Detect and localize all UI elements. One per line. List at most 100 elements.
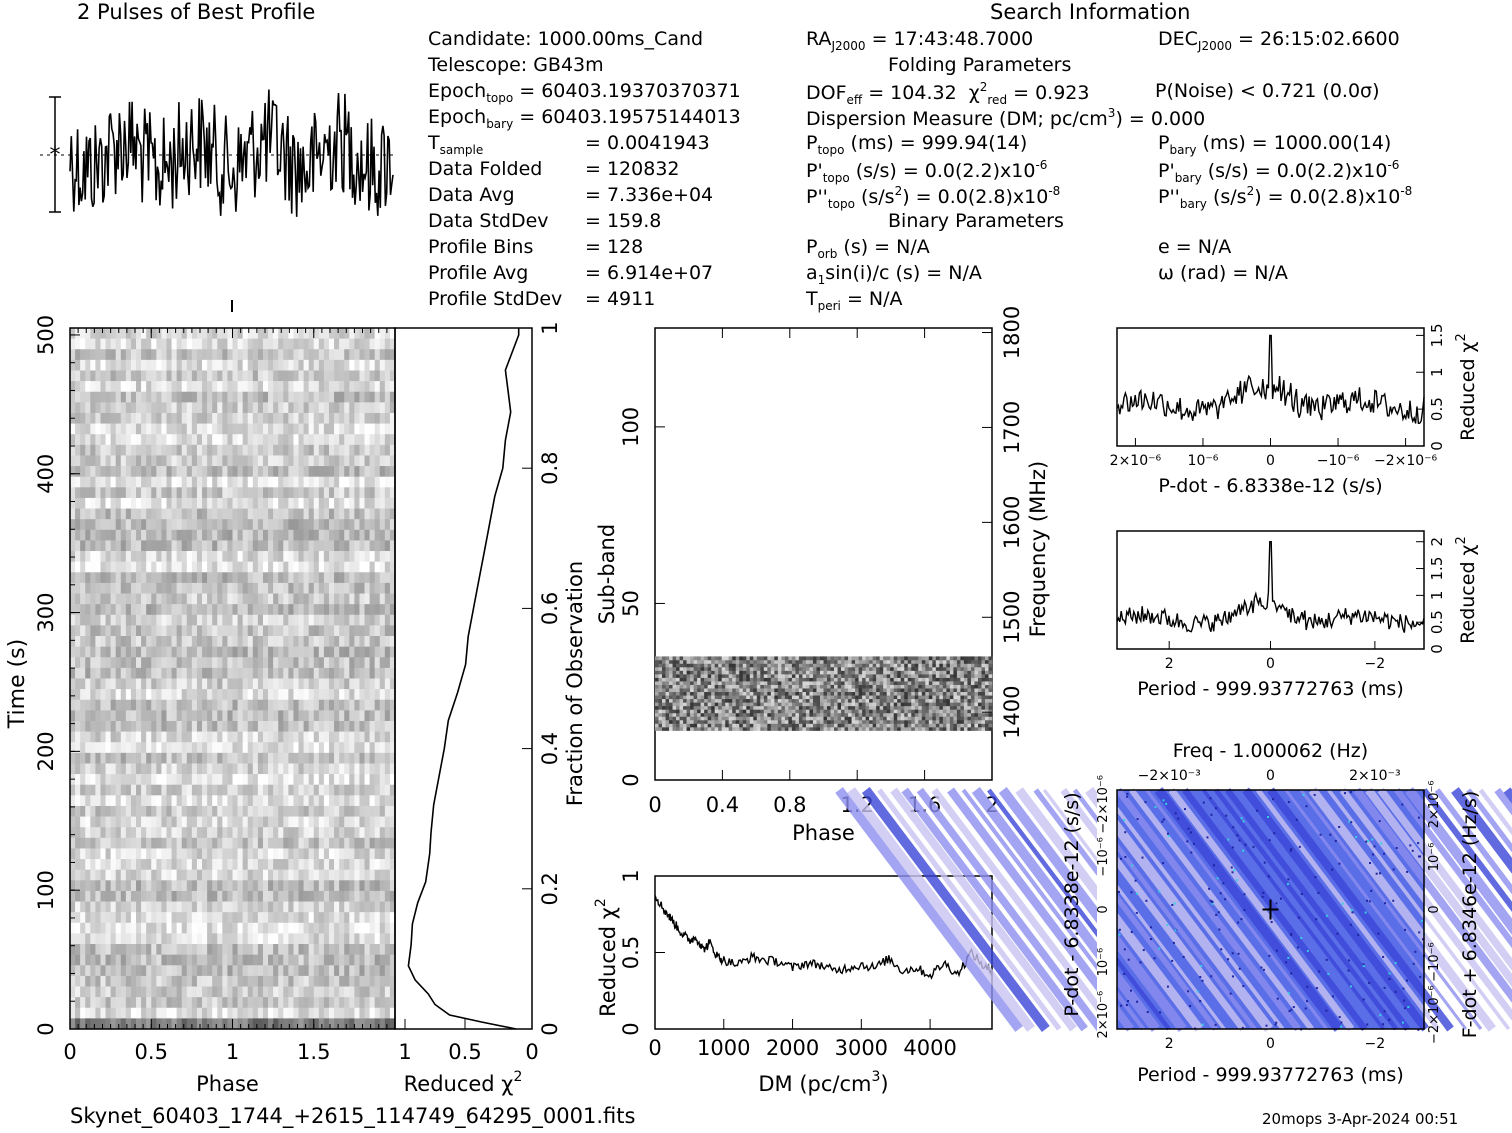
heatmap-cell xyxy=(70,519,76,531)
heatmap-cell xyxy=(293,965,299,977)
heatmap-cell xyxy=(237,636,243,647)
heatmap-cell xyxy=(95,890,101,902)
heatmap-cell xyxy=(262,975,269,987)
heatmap-cell xyxy=(125,922,132,934)
heatmap-cell xyxy=(323,359,330,371)
heatmap-cell xyxy=(110,837,117,849)
heatmap-cell xyxy=(344,848,350,860)
heatmap-cell xyxy=(354,720,360,732)
heatmap-cell xyxy=(166,487,172,499)
heatmap-cell xyxy=(339,689,345,701)
heatmap-cell xyxy=(237,646,243,658)
heatmap-cell xyxy=(171,731,177,743)
heatmap-cell xyxy=(75,954,81,966)
heatmap-cell xyxy=(288,837,294,849)
heatmap-cell xyxy=(257,986,264,998)
heatmap-cell xyxy=(890,727,895,731)
heatmap-cell xyxy=(303,667,309,679)
heatmap-cell xyxy=(278,423,284,435)
heatmap-cell xyxy=(323,710,330,722)
heatmap-cell xyxy=(379,551,386,562)
heatmap-cell xyxy=(181,986,188,998)
heatmap-cell xyxy=(389,710,396,722)
heatmap-cell xyxy=(75,795,81,807)
heatmap-cell xyxy=(130,529,137,541)
heatmap-cell xyxy=(303,572,309,584)
heatmap-cell xyxy=(257,540,264,552)
heatmap-cell xyxy=(369,827,375,839)
heatmap-cell xyxy=(303,848,309,860)
heatmap-cell xyxy=(136,593,142,605)
heatmap-cell xyxy=(207,667,213,679)
heatmap-cell xyxy=(283,359,289,371)
heatmap-cell xyxy=(303,720,309,732)
heatmap-cell xyxy=(770,723,775,728)
heatmap-cell xyxy=(384,997,391,1009)
heatmap-cell xyxy=(869,723,873,728)
heatmap-cell xyxy=(359,328,365,339)
heatmap-cell xyxy=(283,869,289,881)
heatmap-cell xyxy=(171,519,177,531)
heatmap-cell xyxy=(166,359,172,371)
heatmap-cell xyxy=(273,827,279,839)
heatmap-cell xyxy=(252,359,259,371)
heatmap-cell xyxy=(90,710,96,722)
heatmap-cell xyxy=(278,551,284,562)
heatmap-cell xyxy=(658,709,663,714)
heatmap-cell xyxy=(288,625,294,637)
heatmap-cell xyxy=(303,752,309,764)
heatmap-cell xyxy=(384,901,391,913)
heatmap-cell xyxy=(970,712,975,717)
heatmap-cell xyxy=(212,731,218,743)
heatmap-cell xyxy=(967,727,972,731)
heatmap-cell xyxy=(364,508,370,520)
heatmap-cell xyxy=(313,975,320,987)
heatmap-cell xyxy=(90,657,96,669)
heatmap-cell xyxy=(354,859,360,870)
heatmap-cell xyxy=(683,709,687,714)
heatmap-cell xyxy=(222,816,228,828)
heatmap-cell xyxy=(879,727,884,731)
heatmap-cell xyxy=(293,412,299,424)
heatmap-cell xyxy=(767,723,772,728)
heatmap-cell xyxy=(268,604,274,616)
heatmap-cell xyxy=(823,716,828,721)
heatmap-cell xyxy=(161,582,167,594)
heatmap-cell xyxy=(166,837,172,849)
heatmap-cell xyxy=(354,455,360,467)
heatmap-cell xyxy=(732,716,737,721)
heatmap-cell xyxy=(308,922,315,934)
heatmap-cell xyxy=(156,497,162,509)
heatmap-cell xyxy=(273,795,279,807)
heatmap-cell xyxy=(273,720,279,732)
heatmap-cell xyxy=(308,795,315,807)
heatmap-cell xyxy=(70,614,76,626)
heatmap-cell xyxy=(171,561,177,573)
heatmap-cell xyxy=(95,338,101,350)
heatmap-cell xyxy=(308,572,315,584)
heatmap-cell xyxy=(257,572,264,584)
heatmap-cell xyxy=(935,723,940,728)
heatmap-cell xyxy=(181,487,188,499)
heatmap-cell xyxy=(70,625,76,637)
heatmap-cell xyxy=(217,508,223,520)
heatmap-cell xyxy=(349,572,355,584)
heatmap-cell xyxy=(273,561,279,573)
heatmap-cell xyxy=(242,657,249,669)
heatmap-cell xyxy=(110,412,117,424)
heatmap-cell xyxy=(196,604,203,616)
heatmap-cell xyxy=(323,986,330,998)
heatmap-cell xyxy=(80,710,86,722)
heatmap-cell xyxy=(90,869,96,881)
heatmap-cell xyxy=(80,922,86,934)
heatmap-cell xyxy=(389,912,396,924)
heatmap-cell xyxy=(100,667,106,679)
heatmap-cell xyxy=(288,678,294,690)
heatmap-cell xyxy=(95,795,101,807)
heatmap-cell xyxy=(303,614,309,626)
heatmap-cell xyxy=(115,752,122,764)
heatmap-cell xyxy=(700,727,705,731)
heatmap-cell xyxy=(658,719,663,724)
heatmap-cell xyxy=(217,349,223,361)
heatmap-cell xyxy=(90,593,96,605)
